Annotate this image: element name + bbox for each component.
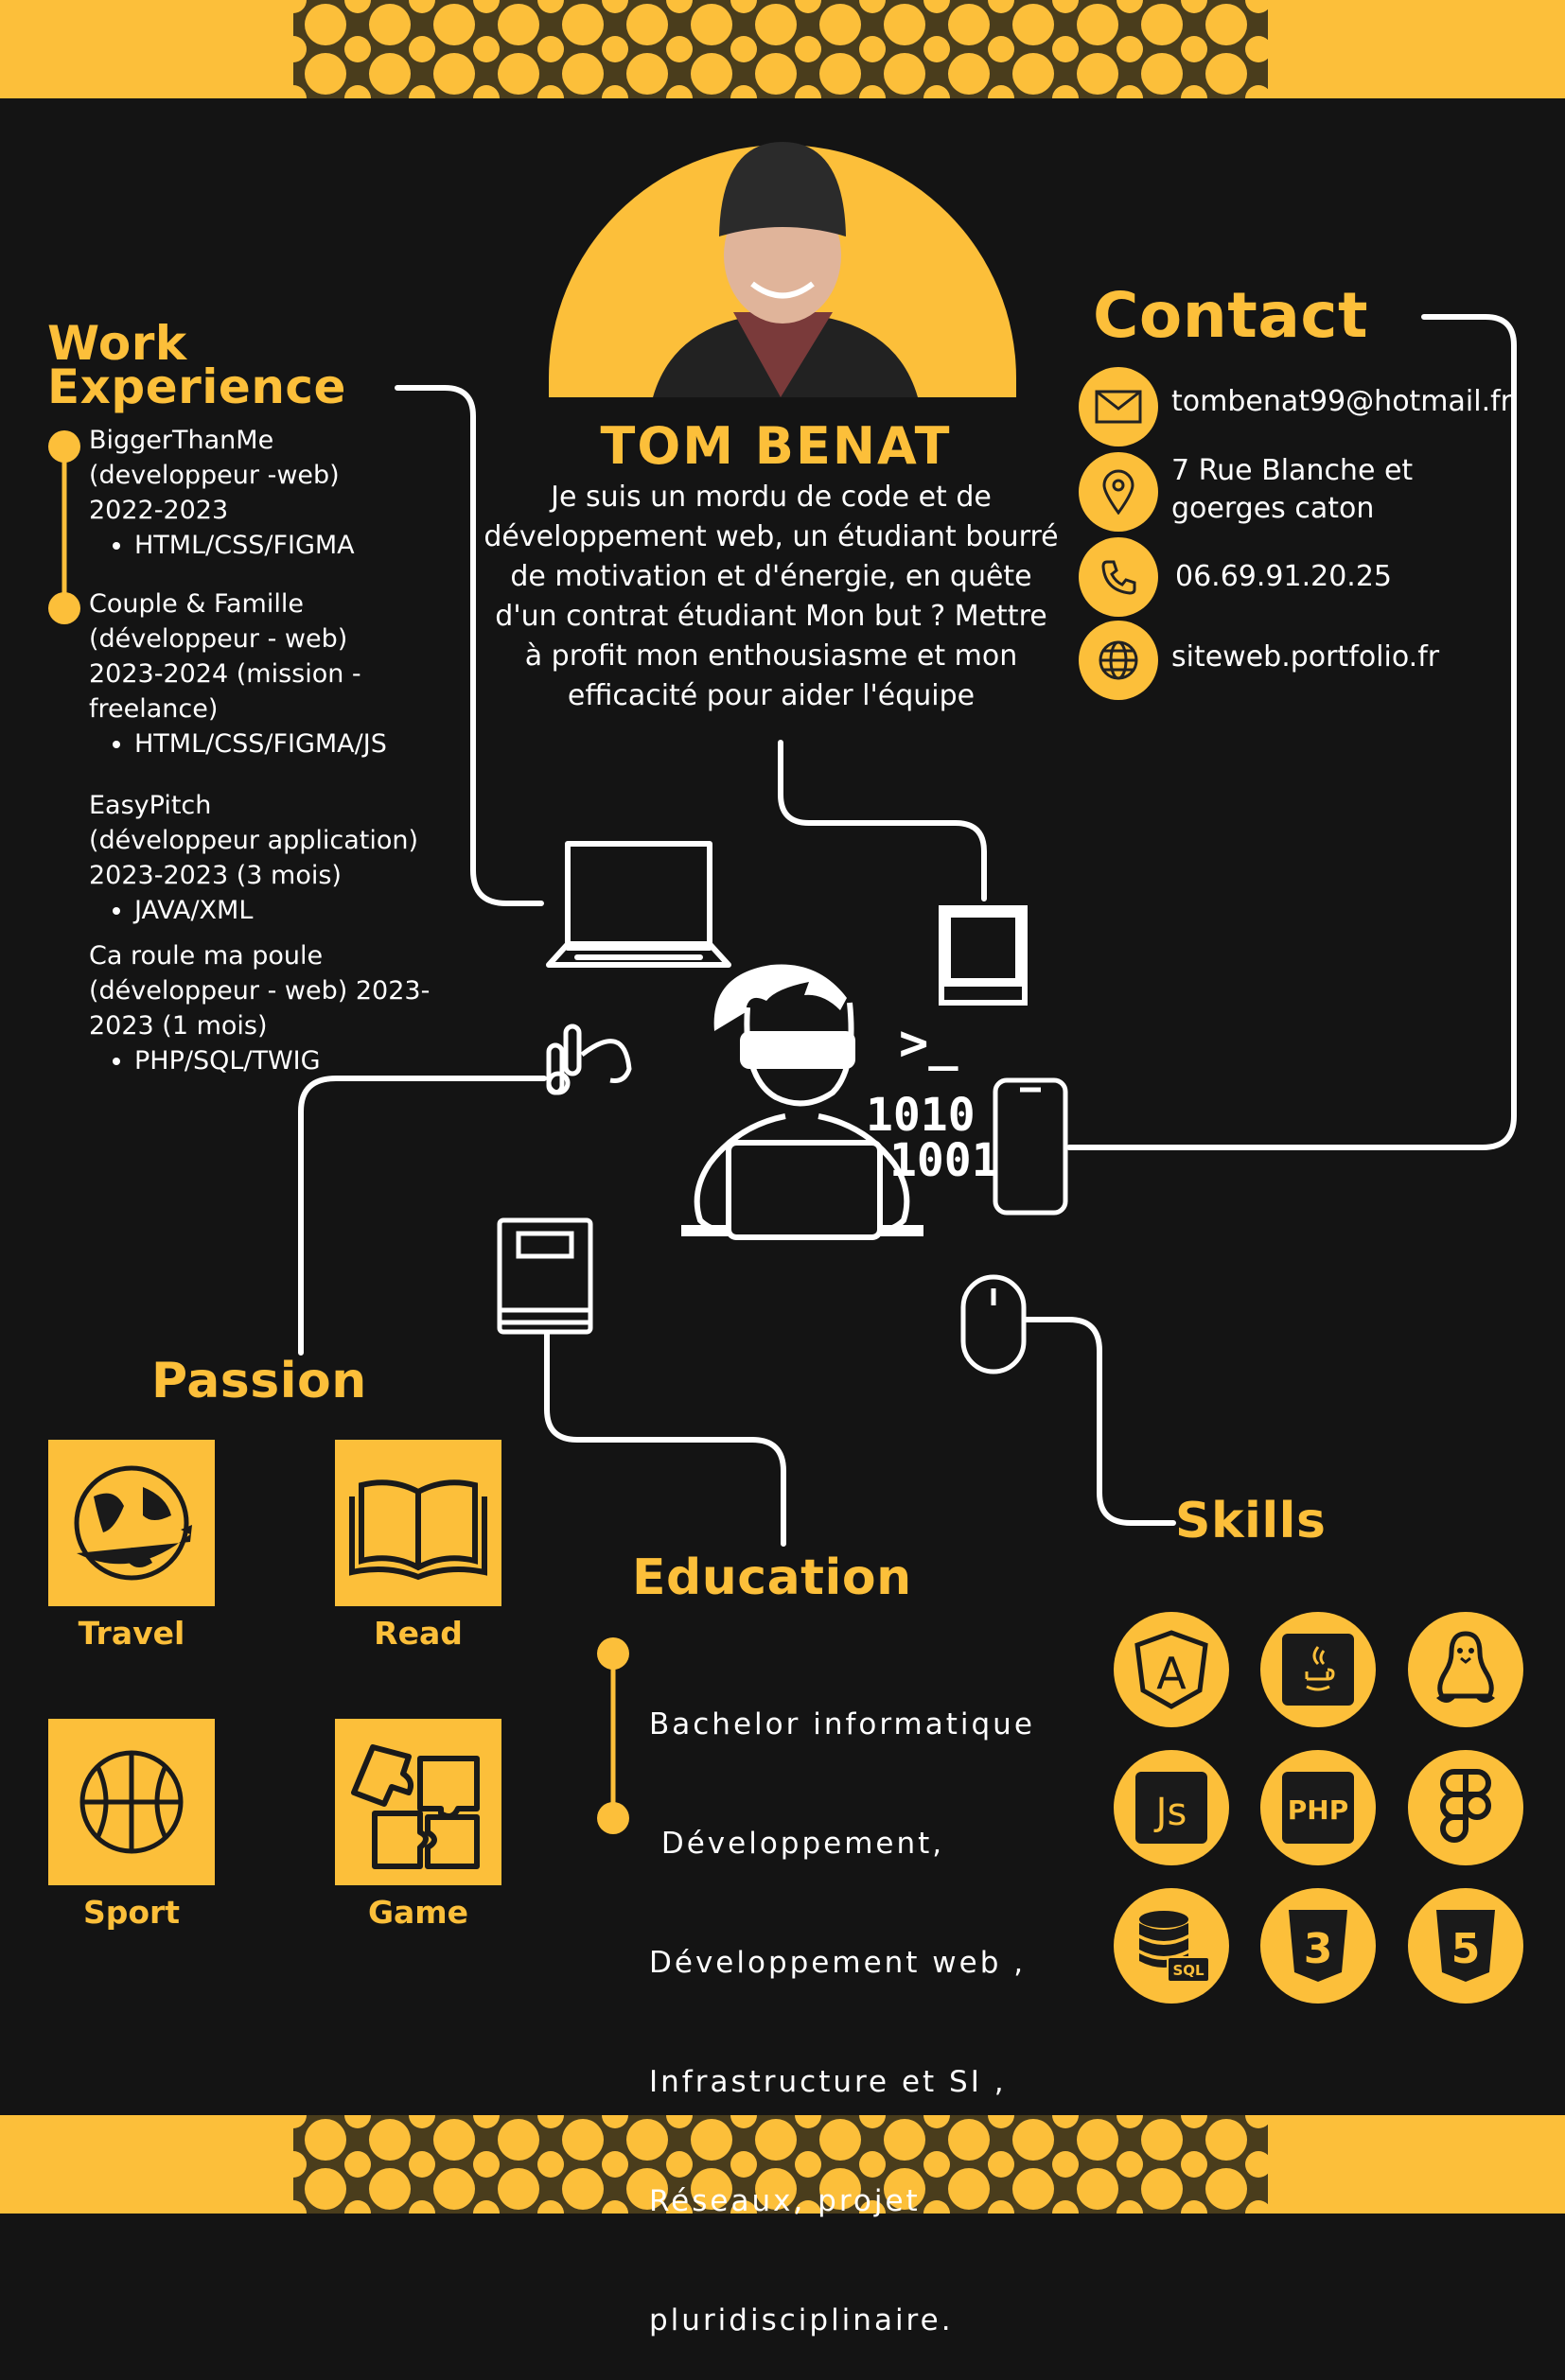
profile-photo bbox=[549, 142, 1016, 397]
laptop-icon bbox=[546, 841, 731, 968]
top-decorative-band bbox=[0, 0, 1565, 98]
smartphone-icon bbox=[993, 1077, 1068, 1216]
photo-frame-icon bbox=[939, 905, 1028, 1006]
css3-icon: 3 bbox=[1260, 1888, 1376, 2004]
work-experience-title: Work Experience bbox=[47, 316, 346, 414]
contact-address: 7 Rue Blanche et goerges caton bbox=[1171, 454, 1414, 525]
book-icon bbox=[497, 1217, 593, 1335]
figma-icon bbox=[1408, 1750, 1523, 1865]
html5-icon: 5 bbox=[1408, 1888, 1523, 2004]
contact-website[interactable]: siteweb.portfolio.fr bbox=[1171, 640, 1440, 674]
passion-title: Passion bbox=[151, 1353, 367, 1409]
mouse-icon bbox=[960, 1274, 1027, 1374]
java-icon bbox=[1260, 1612, 1376, 1727]
binary-text-1: 1010 bbox=[866, 1089, 976, 1142]
envelope-icon bbox=[1079, 367, 1158, 446]
work-item-3: EasyPitch (développeur application) 2023… bbox=[89, 788, 439, 928]
terminal-prompt: >_ bbox=[899, 1015, 958, 1072]
education-details: Bachelor informatique Développement, Dév… bbox=[649, 1707, 1035, 2337]
sql-database-icon: SQL bbox=[1114, 1888, 1229, 2004]
puzzle-icon bbox=[335, 1719, 501, 1885]
location-pin-icon bbox=[1079, 452, 1158, 532]
developer-illustration: >_ 1010 1001 bbox=[497, 841, 1068, 1374]
binary-text-2: 1001 bbox=[889, 1134, 999, 1187]
pattern-decoration bbox=[293, 2115, 1268, 2214]
php-icon: PHP bbox=[1260, 1750, 1376, 1865]
developer-person-icon bbox=[681, 964, 923, 1240]
basketball-icon bbox=[48, 1719, 215, 1885]
svg-text:Js: Js bbox=[1153, 1791, 1187, 1834]
svg-text:3: 3 bbox=[1304, 1925, 1333, 1973]
connector-lines bbox=[48, 314, 1517, 1834]
svg-text:A: A bbox=[1156, 1648, 1187, 1699]
skills-title: Skills bbox=[1175, 1493, 1327, 1549]
linux-icon bbox=[1408, 1612, 1523, 1727]
angular-icon: A bbox=[1114, 1612, 1229, 1727]
contact-phone[interactable]: 06.69.91.20.25 bbox=[1175, 560, 1393, 593]
globe-icon bbox=[1079, 621, 1158, 700]
earbuds-icon bbox=[546, 1024, 632, 1095]
bottom-decorative-band bbox=[0, 2115, 1565, 2214]
svg-text:5: 5 bbox=[1451, 1925, 1481, 1973]
profile-summary: Je suis un mordu de code et de développe… bbox=[484, 481, 1059, 712]
passion-label-sport: Sport bbox=[82, 1894, 181, 1931]
work-item-4: Ca roule ma poule (développeur - web) 20… bbox=[89, 938, 439, 1078]
person-name: TOM BENAT bbox=[600, 416, 952, 476]
globe-travel-icon bbox=[48, 1440, 215, 1606]
pattern-decoration bbox=[293, 0, 1268, 98]
svg-text:SQL: SQL bbox=[1172, 1962, 1205, 1979]
work-item-2: Couple & Famille (développeur - web) 202… bbox=[89, 586, 439, 761]
phone-icon bbox=[1079, 537, 1158, 617]
passion-label-travel: Travel bbox=[78, 1615, 185, 1652]
passion-label-read: Read bbox=[374, 1615, 463, 1652]
svg-text:PHP: PHP bbox=[1288, 1794, 1348, 1826]
work-item-1: BiggerThanMe (developpeur -web) 2022-202… bbox=[89, 423, 439, 563]
contact-title: Contact bbox=[1093, 279, 1369, 352]
education-title: Education bbox=[632, 1549, 912, 1606]
javascript-icon: Js bbox=[1114, 1750, 1229, 1865]
open-book-icon bbox=[335, 1440, 501, 1606]
passion-label-game: Game bbox=[367, 1894, 469, 1931]
contact-email[interactable]: tombenat99@hotmail.fr bbox=[1171, 385, 1513, 418]
